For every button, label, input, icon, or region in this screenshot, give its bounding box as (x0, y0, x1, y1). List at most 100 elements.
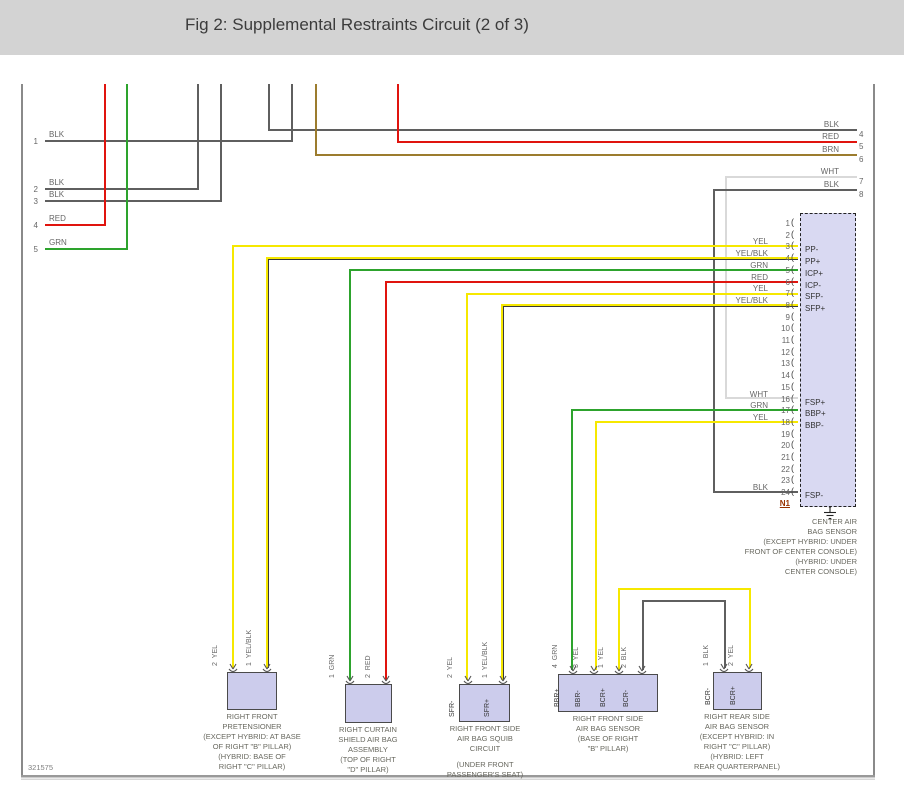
center-sensor-pin-bracket: ( (791, 228, 794, 239)
right-rear-side-air-bag-sensor-caption-line: RIGHT "C" PILLAR) (703, 742, 771, 751)
left-pin-wire-color: RED (49, 214, 66, 223)
center-sensor-wire-color: RED (751, 272, 768, 282)
center-sensor-pin-number: 14 (781, 371, 790, 381)
center-sensor-pin-number: 19 (781, 429, 790, 439)
wire-entry-arrow-icon (568, 665, 578, 675)
right-front-pretensioner-pin-wire-label: 1 YEL/BLK (246, 629, 253, 666)
right-rear-side-air-bag-sensor-pin-wire-label: 1 BLK (703, 644, 710, 666)
right-pin-wire-color: BRN (822, 145, 839, 154)
right-front-pretensioner-box (227, 672, 277, 710)
right-curtain-shield-air-bag-assembly-box (345, 684, 392, 723)
right-front-side-air-bag-sensor-caption-line: AIR BAG SENSOR (575, 724, 641, 733)
center-sensor-wire-color: YEL (752, 284, 768, 294)
wire-entry-arrow-icon (262, 663, 272, 673)
center-sensor-pin-number: 15 (781, 382, 790, 392)
wire-brn (315, 84, 857, 156)
right-pin-wire-color: WHT (820, 167, 839, 176)
center-sensor-wire-color: BLK (752, 483, 768, 493)
right-front-pretensioner-caption-line: PRETENSIONER (222, 722, 282, 731)
right-front-side-air-bag-sensor-box (558, 674, 658, 712)
center-sensor-pin-number: 16 (781, 394, 790, 404)
right-front-side-air-bag-sensor-terminal-label: BBR+ (554, 688, 561, 707)
right-pin-number: 7 (859, 177, 864, 186)
right-front-pretensioner-pin-wire-label: 2 YEL (212, 644, 219, 666)
right-rear-side-air-bag-sensor-box (713, 672, 762, 710)
center-sensor-caption-line: BAG SENSOR (807, 527, 857, 536)
center-sensor-pin-label: PP- (805, 245, 819, 255)
center-sensor-pin-bracket: ( (791, 298, 794, 309)
center-sensor-pin-number: 11 (781, 336, 790, 345)
center-sensor-pin-bracket: ( (791, 369, 794, 380)
right-front-pretensioner-caption-line: RIGHT FRONT (226, 712, 278, 721)
center-sensor-pin-number-n1[interactable]: N1 (779, 499, 790, 508)
right-front-pretensioner-caption-line: OF RIGHT "B" PILLAR) (212, 742, 292, 751)
left-pin-number: 5 (33, 245, 38, 254)
right-rear-side-air-bag-sensor-caption-line: REAR QUARTERPANEL) (694, 762, 780, 771)
right-front-side-air-bag-sensor-caption-line: RIGHT FRONT SIDE (572, 714, 644, 723)
right-front-side-air-bag-squib-circuit-pin-wire-label: 1 YEL/BLK (482, 641, 489, 678)
center-sensor-pin-bracket: ( (791, 427, 794, 438)
right-front-side-air-bag-squib-circuit-terminal-label: SFR+ (484, 698, 491, 717)
center-sensor-pin-number: 7 (785, 289, 790, 299)
center-sensor-pin-bracket: ( (791, 486, 794, 497)
center-sensor-pin-label: BBP- (805, 420, 824, 430)
left-pin-wire-color: BLK (49, 130, 65, 139)
right-front-pretensioner-caption-line: (EXCEPT HYBRID: AT BASE (203, 732, 301, 741)
center-sensor-pin-bracket: ( (791, 345, 794, 356)
right-pin-wire-color: BLK (823, 180, 839, 189)
left-pin-number: 4 (33, 221, 38, 230)
right-pin-number: 8 (859, 190, 864, 199)
right-rear-side-air-bag-sensor-caption-line: (EXCEPT HYBRID: IN (699, 732, 775, 741)
left-pin-wire-color: BLK (49, 190, 65, 199)
center-sensor-pin-bracket: ( (791, 357, 794, 368)
center-sensor-pin-label: FSP+ (805, 397, 826, 407)
left-pin-wire-color: BLK (49, 178, 65, 187)
wire-entry-arrow-icon (614, 665, 624, 675)
center-sensor-pin-number: 22 (781, 464, 790, 474)
right-front-pretensioner-caption-line: RIGHT "C" PILLAR) (218, 762, 286, 771)
right-front-side-air-bag-sensor-terminal-label: BBR- (575, 690, 582, 707)
left-pin-number: 2 (33, 185, 38, 194)
right-curtain-shield-air-bag-assembly-caption-line: ASSEMBLY (348, 745, 388, 754)
right-front-side-air-bag-squib-circuit-terminal-label: SFR- (449, 700, 456, 717)
center-sensor-pin-bracket: ( (791, 240, 794, 251)
center-sensor-pin-bracket: ( (791, 392, 794, 403)
figure-title-bar: Fig 2: Supplemental Restraints Circuit (… (0, 0, 904, 55)
center-sensor-pin-bracket: ( (791, 415, 794, 426)
center-sensor-pin-label: BBP+ (805, 409, 826, 419)
figure-number: 321575 (28, 763, 54, 772)
wires-red (45, 84, 857, 680)
right-pin-number: 5 (859, 142, 864, 151)
center-sensor-pin-number: 12 (781, 347, 790, 357)
center-sensor-pin-number: 9 (785, 312, 790, 322)
right-rear-side-air-bag-sensor-caption-line: RIGHT REAR SIDE (704, 712, 770, 721)
center-sensor-wire-color: WHT (749, 389, 768, 399)
center-sensor-pin-label: ICP+ (805, 268, 824, 278)
center-sensor-pin-bracket: ( (791, 287, 794, 298)
center-sensor-pin-label: ICP- (805, 280, 821, 290)
center-sensor-pin-number: 10 (781, 324, 790, 334)
center-sensor-pin-bracket: ( (791, 263, 794, 274)
center-sensor-pin-bracket: ( (791, 275, 794, 286)
center-sensor-pin-bracket: ( (791, 451, 794, 461)
right-front-side-air-bag-squib-circuit-box (459, 684, 510, 722)
right-front-side-air-bag-sensor-pin-wire-label: 1 YEL (598, 646, 605, 668)
right-curtain-shield-air-bag-assembly-caption-line: RIGHT CURTAIN (339, 725, 397, 734)
wires-grn (45, 84, 798, 680)
right-pin-number: 6 (859, 155, 864, 164)
wire-entry-arrow-icon (463, 675, 473, 685)
center-sensor-pin-bracket: ( (791, 322, 794, 333)
center-sensor-pin-number: 2 (785, 230, 790, 240)
right-pin-wire-color: RED (822, 132, 839, 141)
right-front-side-air-bag-sensor-pin-wire-label: 4 GRN (552, 644, 559, 668)
center-sensor-pin-number: 13 (781, 359, 790, 369)
center-sensor-pin-number: 3 (785, 242, 790, 252)
wire-entry-arrow-icon (228, 663, 238, 673)
center-sensor-pin-number: 8 (785, 300, 790, 310)
center-sensor-pin-number: 17 (781, 406, 790, 416)
center-sensor-pin-number: 21 (781, 453, 790, 462)
right-front-side-air-bag-sensor-caption-line: "B" PILLAR) (587, 744, 629, 753)
right-curtain-shield-air-bag-assembly-pin-wire-label: 2 RED (365, 655, 372, 678)
